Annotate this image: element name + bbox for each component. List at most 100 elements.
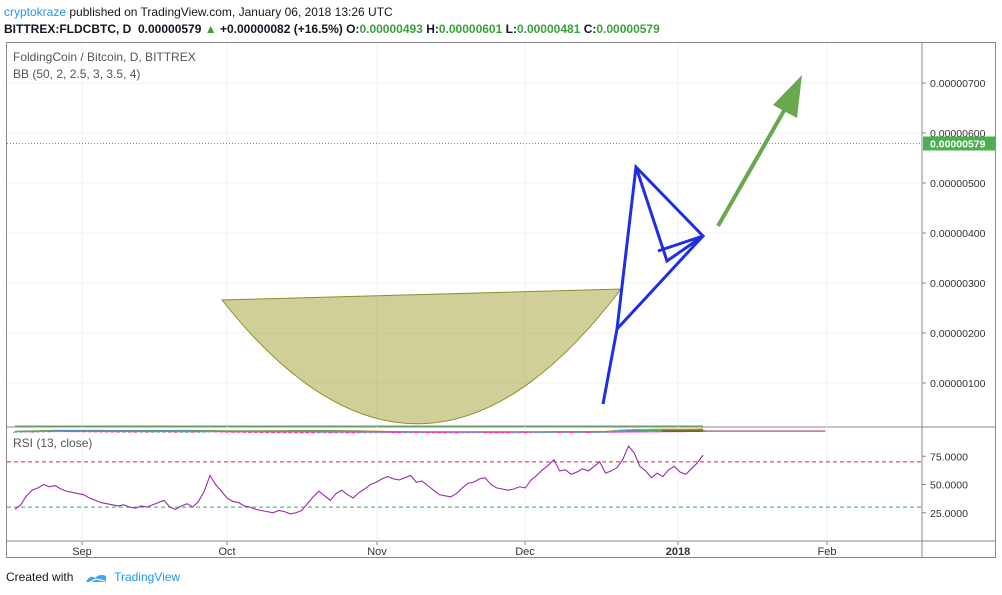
candle-body bbox=[196, 431, 201, 433]
candle-body bbox=[121, 431, 126, 433]
candle-body bbox=[592, 432, 597, 434]
chart-frame[interactable]: Sep Oct Nov Dec 2018 Feb 0.00000700 0.00000600 0… bbox=[6, 42, 996, 558]
candle-body bbox=[13, 431, 17, 433]
candle-body bbox=[420, 432, 425, 434]
candle-body bbox=[649, 431, 654, 433]
candle-body bbox=[334, 432, 339, 434]
candle-body bbox=[167, 431, 172, 433]
candle-body bbox=[236, 431, 241, 433]
candle-body bbox=[299, 432, 304, 434]
candle-body bbox=[173, 431, 178, 433]
candle-body bbox=[202, 431, 207, 433]
candle-body bbox=[362, 432, 367, 434]
candle-body bbox=[339, 432, 344, 434]
candle-body bbox=[494, 432, 499, 434]
instrument-legend: FoldingCoin / Bitcoin, D, BITTREX bbox=[13, 50, 196, 64]
candle-body bbox=[93, 431, 98, 433]
rsi-tick-label: 50.0000 bbox=[930, 480, 968, 492]
candle-body bbox=[500, 432, 505, 434]
candle-body bbox=[230, 431, 235, 433]
candle-body bbox=[465, 432, 470, 434]
candle-body bbox=[248, 431, 253, 433]
candle-body bbox=[678, 431, 683, 433]
published-text: published on TradingView.com, January 06… bbox=[69, 5, 393, 19]
candle-body bbox=[351, 432, 356, 434]
x-tick-label: Sep bbox=[72, 546, 92, 557]
candle-body bbox=[580, 432, 585, 434]
candle-body bbox=[53, 431, 58, 433]
high-value: 0.00000601 bbox=[438, 22, 503, 36]
candle-body bbox=[87, 431, 92, 433]
candle-body bbox=[24, 431, 29, 433]
candle-body bbox=[397, 432, 402, 434]
candle-body bbox=[99, 431, 103, 433]
candle-body bbox=[379, 432, 384, 434]
created-with-text: Created with bbox=[6, 570, 74, 584]
author-link[interactable]: cryptokraze bbox=[4, 5, 67, 19]
candle-body bbox=[139, 431, 144, 433]
candle-body bbox=[488, 432, 493, 434]
candle-body bbox=[655, 431, 660, 433]
footer: Created with TradingView bbox=[6, 570, 180, 584]
tradingview-link[interactable]: TradingView bbox=[114, 570, 181, 584]
candle-body bbox=[443, 432, 447, 434]
open-value: 0.00000493 bbox=[359, 22, 423, 36]
rsi-tick-label: 75.0000 bbox=[930, 451, 968, 463]
candle-body bbox=[253, 431, 258, 433]
up-arrow-icon: ▲ bbox=[204, 22, 217, 36]
candle-body bbox=[586, 432, 591, 434]
candle-body bbox=[288, 432, 293, 434]
low-value: 0.00000481 bbox=[516, 22, 581, 36]
candle-body bbox=[626, 430, 631, 432]
rsi-tick-label: 25.0000 bbox=[930, 508, 968, 520]
candle-body bbox=[540, 432, 545, 434]
y-tick-label: 0.00000300 bbox=[930, 278, 986, 290]
x-tick-label: Oct bbox=[218, 546, 235, 557]
candle-body bbox=[156, 431, 161, 433]
candle-body bbox=[557, 432, 562, 434]
rsi-legend: RSI (13, close) bbox=[13, 436, 92, 450]
candle-body bbox=[311, 432, 316, 434]
candle-body bbox=[454, 432, 459, 434]
publish-line: cryptokraze published on TradingView.com… bbox=[4, 5, 393, 19]
candle-body bbox=[523, 432, 528, 434]
high-label: H: bbox=[426, 22, 439, 36]
close-label: C: bbox=[583, 22, 597, 36]
y-tick-label: 0.00000700 bbox=[930, 78, 986, 90]
last-price-tag bbox=[923, 136, 995, 151]
close-value: 0.00000579 bbox=[596, 22, 660, 36]
candle-body bbox=[322, 432, 327, 434]
candle-body bbox=[385, 432, 390, 434]
bb-legend: BB (50, 2, 2.5, 3, 3.5, 4) bbox=[13, 67, 140, 81]
candle-body bbox=[431, 432, 436, 434]
candle-body bbox=[76, 431, 81, 433]
candle-body bbox=[271, 432, 275, 434]
candle-body bbox=[185, 431, 189, 433]
candle-body bbox=[30, 431, 35, 433]
rsi-line bbox=[14, 445, 704, 515]
candle-body bbox=[265, 432, 270, 434]
candle-body bbox=[144, 431, 149, 433]
candle-body bbox=[609, 431, 614, 433]
candle-body bbox=[282, 432, 287, 434]
candle-body bbox=[293, 432, 298, 434]
candle-body bbox=[64, 431, 69, 433]
x-tick-label: 2018 bbox=[666, 546, 690, 557]
candle-body bbox=[219, 431, 224, 433]
x-tick-label: Feb bbox=[818, 546, 837, 557]
y-tick-label: 0.00000100 bbox=[930, 378, 986, 390]
candle-body bbox=[374, 432, 379, 434]
candle-body bbox=[357, 432, 361, 434]
candle-body bbox=[259, 432, 264, 434]
candle-body bbox=[81, 431, 86, 433]
price-chart[interactable]: Sep Oct Nov Dec 2018 Feb0.000007000.000006000… bbox=[7, 43, 995, 557]
candle-body bbox=[190, 431, 195, 433]
candle-body bbox=[213, 431, 218, 433]
candle-body bbox=[529, 432, 533, 434]
candle-body bbox=[425, 432, 430, 434]
candle-body bbox=[615, 430, 619, 432]
candle-body bbox=[643, 431, 648, 433]
symbol: BITTREX:FLDCBTC, D bbox=[4, 22, 132, 36]
candle-body bbox=[517, 432, 522, 434]
candle-body bbox=[603, 431, 608, 433]
